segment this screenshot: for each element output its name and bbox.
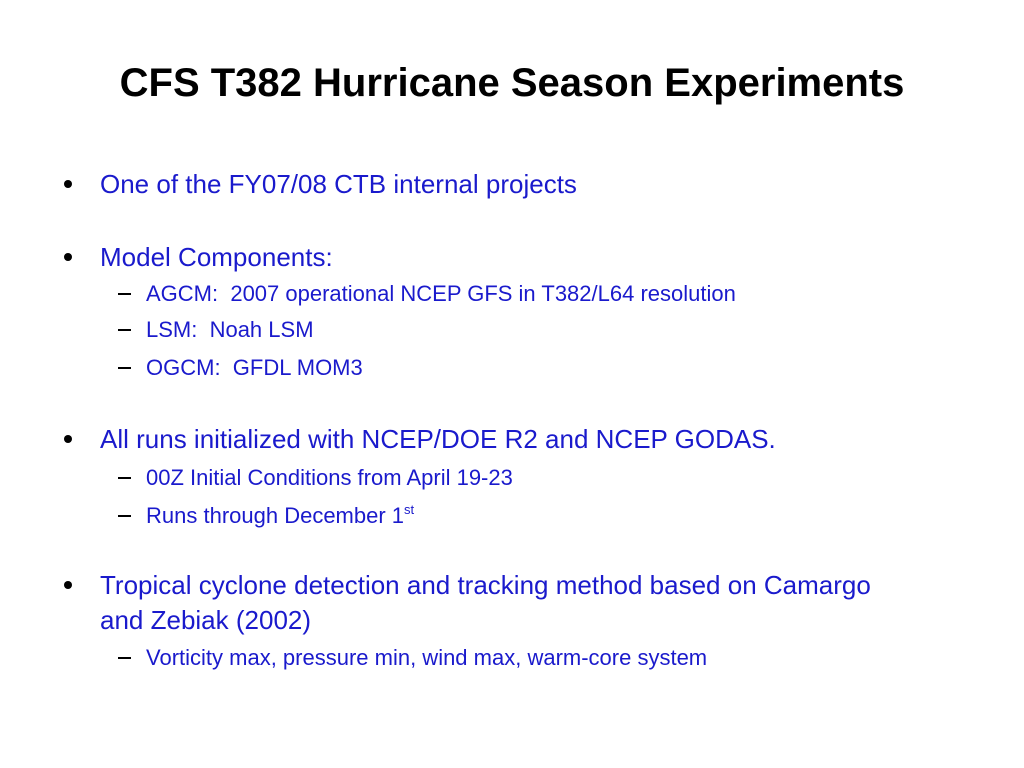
sub-text: 00Z Initial Conditions from April 19-23 [146,465,513,490]
slide-title: CFS T382 Hurricane Season Experiments [119,61,905,105]
bullet-text: All runs initialized with NCEP/DOE R2 an… [100,424,776,454]
sub-text-main: Runs through December 1 [146,503,405,528]
sub-marker [118,293,131,295]
sub-text: LSM: Noah LSM [146,317,314,342]
sub-text: OGCM: GFDL MOM3 [146,355,363,380]
bullet-text: One of the FY07/08 CTB internal projects [100,169,577,199]
sub-marker [118,515,131,517]
superscript: st [404,502,415,517]
bullet-marker [64,180,72,188]
sub-text: AGCM: 2007 operational NCEP GFS in T382/… [146,281,736,306]
bullet-text: Tropical cyclone detection and tracking … [100,570,879,635]
sub-marker [118,477,131,479]
sub-marker [118,657,131,659]
bullet-marker [64,435,72,443]
sub-marker [118,329,131,331]
bullet-marker [64,581,72,589]
bullet-text: Model Components: [100,242,333,272]
sub-text: Runs through December 1st [146,501,996,531]
sub-text: Vorticity max, pressure min, wind max, w… [146,645,708,670]
bullet-marker [64,253,72,261]
sub-marker [118,367,131,369]
